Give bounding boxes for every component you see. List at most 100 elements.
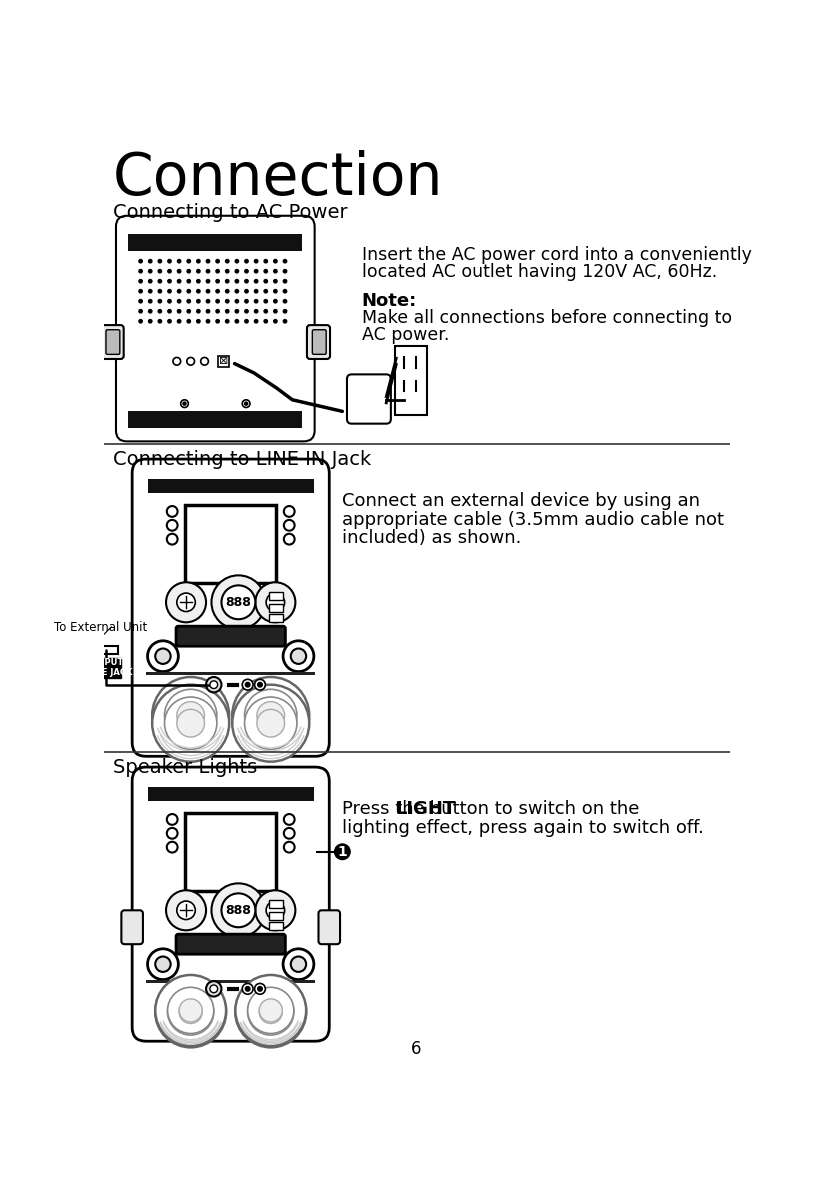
Circle shape <box>242 983 253 994</box>
Text: Press the: Press the <box>342 800 431 818</box>
Circle shape <box>159 279 162 282</box>
Circle shape <box>264 290 267 293</box>
Bar <box>147 787 314 801</box>
FancyBboxPatch shape <box>101 325 124 359</box>
Circle shape <box>155 956 171 972</box>
Circle shape <box>155 976 226 1047</box>
Circle shape <box>176 901 195 920</box>
Circle shape <box>167 299 172 303</box>
Circle shape <box>255 583 295 622</box>
Circle shape <box>211 883 265 937</box>
Circle shape <box>235 299 238 303</box>
Circle shape <box>245 310 248 313</box>
Circle shape <box>216 310 220 313</box>
Circle shape <box>245 290 248 293</box>
Circle shape <box>167 506 177 517</box>
Circle shape <box>147 949 178 980</box>
Text: Connect an external device by using an: Connect an external device by using an <box>342 492 700 511</box>
Circle shape <box>254 310 258 313</box>
FancyBboxPatch shape <box>312 330 326 355</box>
FancyBboxPatch shape <box>185 505 276 583</box>
FancyBboxPatch shape <box>176 626 285 647</box>
Circle shape <box>254 279 258 282</box>
Circle shape <box>207 299 210 303</box>
Circle shape <box>274 299 277 303</box>
Circle shape <box>245 697 297 749</box>
Circle shape <box>206 677 221 693</box>
Circle shape <box>266 901 285 920</box>
Circle shape <box>167 269 172 273</box>
Circle shape <box>245 689 297 741</box>
Circle shape <box>167 842 177 852</box>
Circle shape <box>177 299 180 303</box>
Bar <box>96 647 118 654</box>
Circle shape <box>242 400 250 408</box>
Circle shape <box>233 684 309 761</box>
Circle shape <box>167 520 177 531</box>
Circle shape <box>179 999 202 1022</box>
Circle shape <box>167 987 214 1033</box>
Circle shape <box>235 975 307 1046</box>
Circle shape <box>139 310 142 313</box>
Circle shape <box>176 709 205 738</box>
Circle shape <box>177 279 180 282</box>
Circle shape <box>166 890 206 930</box>
Circle shape <box>274 310 277 313</box>
Circle shape <box>159 290 162 293</box>
Text: lighting effect, press again to switch off.: lighting effect, press again to switch o… <box>342 819 704 837</box>
Circle shape <box>166 583 206 622</box>
Circle shape <box>274 290 277 293</box>
Bar <box>269 592 283 600</box>
Text: appropriate cable (3.5mm audio cable not: appropriate cable (3.5mm audio cable not <box>342 511 724 528</box>
Circle shape <box>245 269 248 273</box>
Bar <box>269 901 283 908</box>
Text: located AC outlet having 120V AC, 60Hz.: located AC outlet having 120V AC, 60Hz. <box>362 262 717 281</box>
Circle shape <box>149 299 152 303</box>
Circle shape <box>258 987 263 992</box>
Text: included) as shown.: included) as shown. <box>342 530 522 547</box>
Circle shape <box>284 827 294 839</box>
Circle shape <box>284 814 294 825</box>
FancyBboxPatch shape <box>106 330 120 355</box>
Circle shape <box>167 319 172 323</box>
Bar <box>54 657 121 677</box>
Circle shape <box>177 269 180 273</box>
Circle shape <box>254 983 265 994</box>
Circle shape <box>183 402 186 405</box>
Circle shape <box>139 269 142 273</box>
Circle shape <box>149 260 152 262</box>
Circle shape <box>216 290 220 293</box>
Text: Note:: Note: <box>362 292 417 310</box>
FancyBboxPatch shape <box>116 216 315 441</box>
Circle shape <box>167 814 177 825</box>
Circle shape <box>283 310 287 313</box>
Circle shape <box>159 299 162 303</box>
Circle shape <box>248 989 293 1035</box>
Circle shape <box>283 290 287 293</box>
FancyBboxPatch shape <box>176 934 285 954</box>
Circle shape <box>177 290 180 293</box>
Circle shape <box>201 357 208 365</box>
Circle shape <box>187 290 190 293</box>
Circle shape <box>139 260 142 262</box>
Circle shape <box>264 260 267 262</box>
Circle shape <box>216 319 220 323</box>
Circle shape <box>216 279 220 282</box>
Circle shape <box>187 319 190 323</box>
Circle shape <box>206 981 221 996</box>
Circle shape <box>207 279 210 282</box>
Circle shape <box>167 827 177 839</box>
Circle shape <box>197 290 200 293</box>
Bar <box>128 234 302 252</box>
Bar <box>146 980 315 982</box>
Circle shape <box>245 279 248 282</box>
Circle shape <box>179 1000 202 1024</box>
Circle shape <box>225 290 229 293</box>
Text: LIGHT: LIGHT <box>395 800 455 818</box>
Circle shape <box>274 279 277 282</box>
Text: To External Unit: To External Unit <box>54 621 147 634</box>
Circle shape <box>207 290 210 293</box>
Circle shape <box>216 269 220 273</box>
Circle shape <box>235 290 238 293</box>
Bar <box>128 410 302 428</box>
